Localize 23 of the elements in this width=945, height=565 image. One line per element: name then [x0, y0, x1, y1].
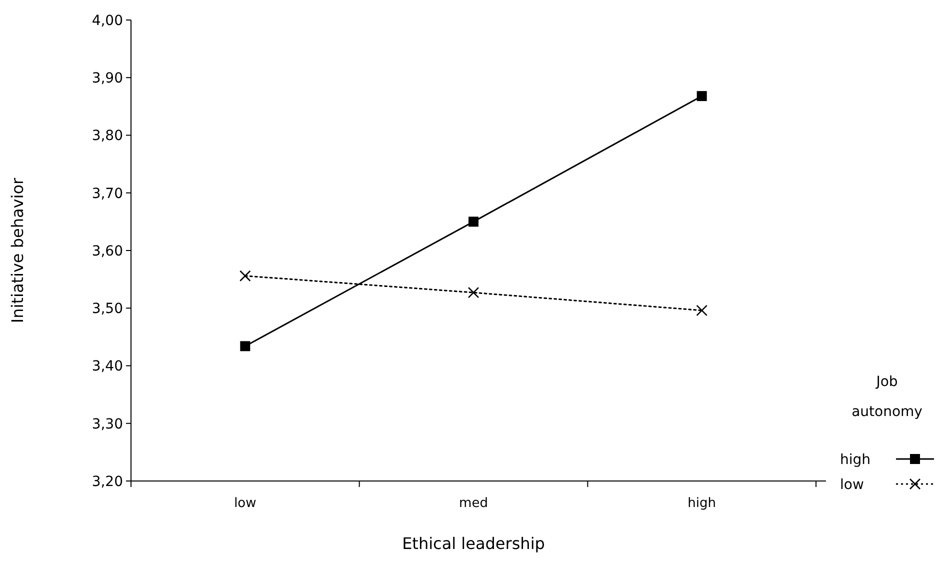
point	[240, 341, 250, 352]
y-tick-label: 3,90	[92, 70, 123, 87]
legend-title: Job autonomy	[852, 374, 922, 420]
x-tick-label: med	[459, 496, 488, 511]
y-tick-label: 3,40	[92, 358, 123, 375]
legend-label: high	[840, 452, 871, 468]
x-tick-label: low	[234, 496, 257, 511]
point	[468, 286, 480, 298]
y-tick-label: 3,50	[92, 301, 123, 318]
y-axis-title: Initiative behavior	[8, 177, 27, 324]
y-tick-label: 3,60	[92, 243, 123, 260]
point	[468, 216, 478, 227]
y-tick-label: 3,80	[92, 128, 123, 144]
y-tick-label: 4,00	[92, 12, 123, 29]
point	[240, 270, 251, 282]
point	[696, 91, 707, 102]
y-tick-label: 3,20	[92, 474, 123, 490]
y-tick-label: 3,70	[92, 186, 123, 202]
x-axis-title: Ethical leadership	[402, 534, 545, 553]
y-tick-label: 3,30	[92, 416, 123, 432]
legend-label: low	[840, 476, 864, 493]
point	[696, 304, 708, 316]
x-tick-label: high	[688, 496, 716, 511]
